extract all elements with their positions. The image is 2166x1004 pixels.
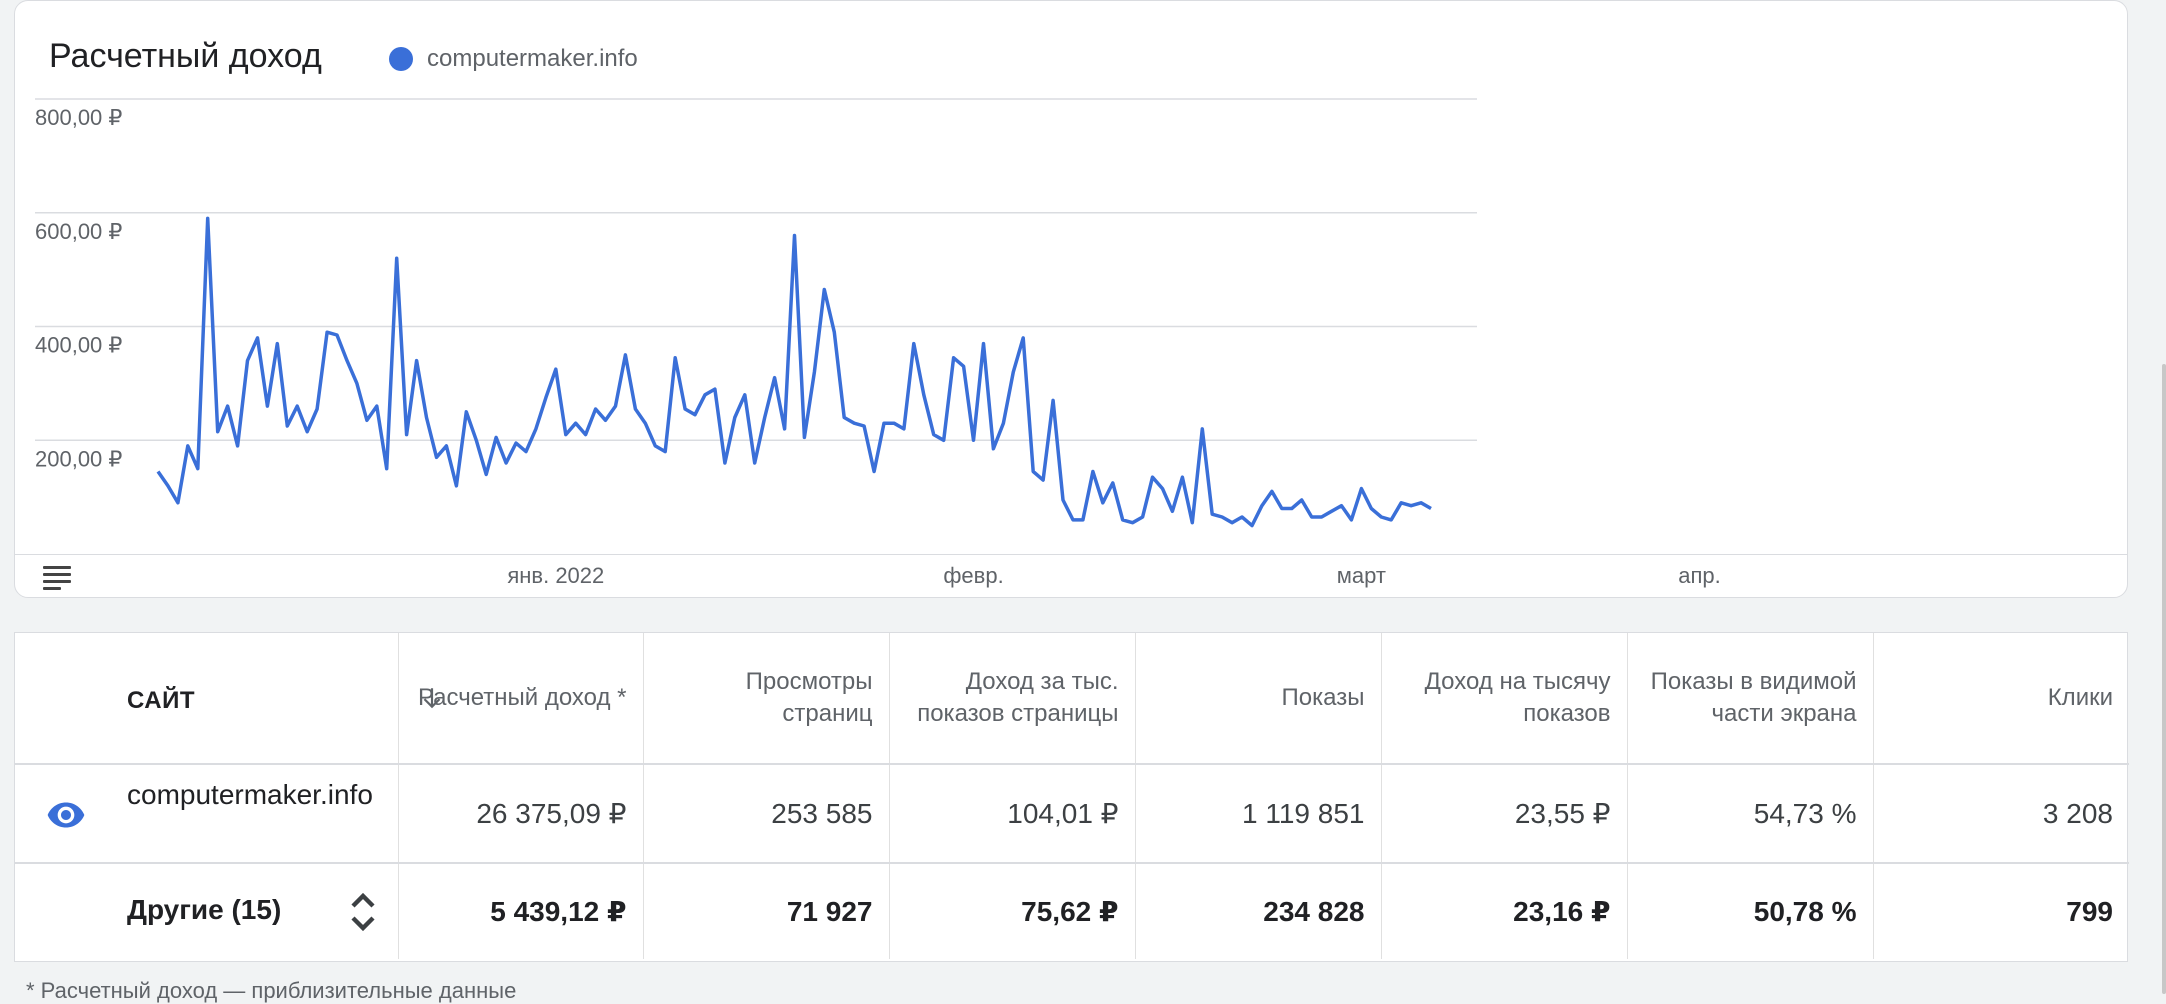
impressions-cell: 1 119 851 <box>1135 764 1382 863</box>
expand-collapse-icon[interactable] <box>349 892 377 932</box>
y-tick-label: 800,00 ₽ <box>35 105 122 130</box>
clicks-header-label: Клики <box>2047 684 2113 711</box>
table-row[interactable]: computermaker.info 26 375,09 ₽ 253 585 1… <box>15 764 2129 863</box>
y-tick-label: 200,00 ₽ <box>35 446 122 471</box>
series-line-computermaker <box>156 216 1432 528</box>
revenue-cell: 5 439,12 ₽ <box>398 863 644 959</box>
x-tick-label: март <box>1337 563 1386 588</box>
site-name: computermaker.info <box>127 779 373 810</box>
other-sites-label: Другие (15) <box>127 894 282 925</box>
impression-rpm-header-label: Доход на тысячу показов <box>1424 668 1611 727</box>
site-cell: computermaker.info <box>15 764 399 863</box>
table-row[interactable]: Другие (15) 5 439,12 ₽ 71 927 75,62 ₽ 23… <box>15 863 2129 959</box>
pageviews-cell: 253 585 <box>643 764 890 863</box>
legend-dot-icon <box>389 47 413 71</box>
sites-table: САЙТ Расчетный доход * Просмотры страниц… <box>14 632 2129 962</box>
pageviews-cell: 71 927 <box>643 863 890 959</box>
y-tick-label: 400,00 ₽ <box>35 333 122 358</box>
x-tick-label: янв. 2022 <box>507 563 604 588</box>
revenue-header-label: Расчетный доход * <box>417 684 627 711</box>
page-rpm-header-label: Доход за тыс. показов страницы <box>917 668 1119 727</box>
impression-rpm-cell: 23,55 ₽ <box>1381 764 1628 863</box>
viewability-cell: 54,73 % <box>1627 764 1874 863</box>
site-header-label: САЙТ <box>127 687 195 714</box>
chart-title: Расчетный доход <box>49 37 322 75</box>
impressions-column-header[interactable]: Показы <box>1135 633 1382 764</box>
other-sites-cell: Другие (15) <box>15 863 399 959</box>
clicks-cell: 799 <box>2066 895 2113 927</box>
page-rpm-cell: 75,62 ₽ <box>889 863 1136 959</box>
undo-icon[interactable] <box>45 663 81 699</box>
legend-label: computermaker.info <box>427 45 638 72</box>
revenue-line-chart: 800,00 ₽ 600,00 ₽ 400,00 ₽ 200,00 ₽ янв. 202… <box>35 98 1721 588</box>
chart-footer <box>15 554 2127 597</box>
y-tick-label: 600,00 ₽ <box>35 219 122 244</box>
viewability-cell: 50,78 % <box>1627 863 1874 959</box>
site-column-header[interactable]: САЙТ <box>15 633 399 764</box>
revenue-chart-card: Расчетный доход computermaker.info 800,0… <box>14 0 2128 598</box>
footnote: * Расчетный доход — приблизительные данн… <box>26 978 517 1003</box>
viewability-header-label: Показы в видимой части экрана <box>1650 668 1857 727</box>
revenue-column-header[interactable]: Расчетный доход * <box>398 633 644 764</box>
impressions-header-label: Показы <box>1281 684 1365 711</box>
x-tick-label: февр. <box>943 563 1003 588</box>
page-rpm-cell: 104,01 ₽ <box>889 764 1136 863</box>
pageviews-column-header[interactable]: Просмотры страниц <box>643 633 890 764</box>
impression-rpm-column-header[interactable]: Доход на тысячу показов <box>1381 633 1628 764</box>
x-tick-label: апр. <box>1678 563 1721 588</box>
impression-rpm-cell: 23,16 ₽ <box>1381 863 1628 959</box>
revenue-cell: 26 375,09 ₽ <box>398 764 644 863</box>
table-header-row: САЙТ Расчетный доход * Просмотры страниц… <box>15 633 2129 764</box>
impressions-cell: 234 828 <box>1135 863 1382 959</box>
clicks-column-header[interactable]: Клики <box>1873 633 2129 764</box>
page-scrollbar[interactable] <box>2162 364 2166 994</box>
menu-lines-icon[interactable] <box>43 566 73 590</box>
sort-down-arrow-icon[interactable] <box>419 685 445 711</box>
chart-legend[interactable]: computermaker.info <box>389 45 638 73</box>
viewability-column-header[interactable]: Показы в видимой части экрана <box>1627 633 1874 764</box>
pageviews-header-label: Просмотры страниц <box>745 668 873 727</box>
clicks-cell: 3 208 <box>2042 797 2113 829</box>
eye-icon[interactable] <box>43 795 89 835</box>
page-rpm-column-header[interactable]: Доход за тыс. показов страницы <box>889 633 1136 764</box>
